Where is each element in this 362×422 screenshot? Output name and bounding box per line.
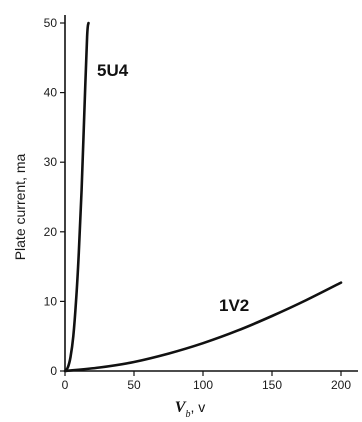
- x-tick-label: 200: [331, 378, 351, 392]
- labels: Plate current, ma Vb, v 5U4 1V2: [12, 61, 249, 420]
- y-tick-label: 30: [44, 155, 58, 169]
- series-line-1v2: [63, 281, 343, 373]
- x-axis-label: Vb, v: [175, 399, 205, 420]
- y-tick-label: 20: [44, 225, 58, 239]
- x-tick-label: 0: [62, 378, 69, 392]
- y-tick-label: 50: [44, 16, 58, 30]
- series-line-5u4: [63, 21, 90, 373]
- curves: [63, 21, 343, 373]
- y-tick-label: 10: [44, 294, 58, 308]
- y-tick-label: 0: [50, 364, 57, 378]
- x-tick-label: 100: [193, 378, 213, 392]
- axes: [64, 15, 358, 372]
- x-axis-label-subscript: b: [185, 409, 190, 420]
- series-label-1v2: 1V2: [219, 296, 249, 315]
- x-axis-label-symbol: V: [175, 399, 187, 416]
- y-tick-label: 40: [44, 86, 58, 100]
- x-axis-label-unit: , v: [190, 399, 205, 415]
- ticks: 0 10 20 30 40 50 0 50 100 150 200: [44, 16, 352, 392]
- x-tick-label: 50: [127, 378, 141, 392]
- x-tick-label: 150: [262, 378, 282, 392]
- series-label-5u4: 5U4: [97, 61, 129, 80]
- y-axis-label: Plate current, ma: [12, 153, 28, 260]
